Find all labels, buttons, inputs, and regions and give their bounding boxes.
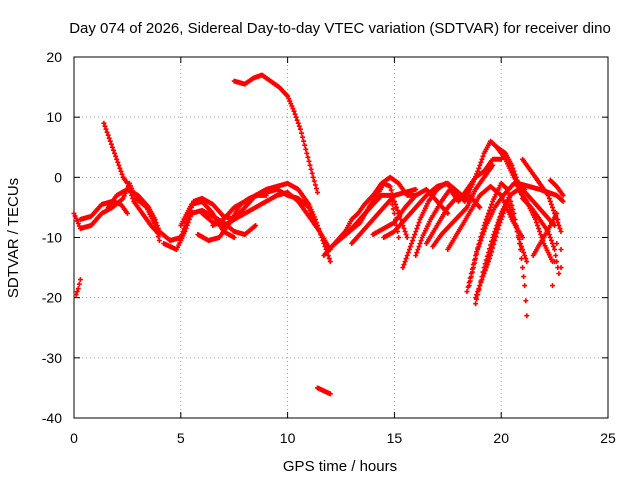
y-tick-label: -20 — [42, 290, 62, 306]
data-series — [547, 177, 566, 198]
data-point-markers — [473, 198, 511, 301]
data-point-markers — [430, 162, 496, 249]
data-point-markers — [338, 192, 402, 240]
data-point-markers — [73, 277, 83, 298]
x-tick-label: 10 — [280, 430, 296, 446]
y-tick-label: 10 — [46, 109, 62, 125]
data-point-markers — [315, 385, 333, 397]
data-series — [430, 162, 496, 249]
data-point-markers — [105, 186, 162, 234]
y-tick-label: -40 — [42, 410, 62, 426]
data-series — [71, 180, 162, 243]
data-series — [315, 385, 333, 397]
data-series — [231, 72, 320, 195]
axis-ticks: 0 5 10 15 20 25 -40 -30 -20 -10 0 10 20 — [42, 49, 616, 446]
x-tick-label: 20 — [493, 430, 509, 446]
data-series — [105, 186, 162, 234]
y-tick-label: -10 — [42, 230, 62, 246]
x-tick-label: 0 — [70, 430, 78, 446]
y-tick-label: 20 — [46, 49, 62, 65]
x-axis-label: GPS time / hours — [283, 458, 397, 475]
data-point-markers — [195, 192, 269, 243]
data-series — [349, 186, 419, 246]
data-point-markers — [515, 180, 566, 204]
data-series — [473, 198, 511, 301]
data-series — [195, 192, 269, 243]
data-series — [515, 180, 566, 204]
data-point-markers — [349, 186, 419, 246]
x-tick-label: 25 — [600, 430, 616, 446]
data-point-markers — [547, 177, 566, 198]
x-tick-label: 15 — [387, 430, 403, 446]
y-tick-label: -30 — [42, 350, 62, 366]
data-series — [338, 192, 402, 240]
y-tick-label: 0 — [54, 169, 62, 185]
x-tick-label: 5 — [177, 430, 185, 446]
data-points — [71, 72, 566, 397]
data-point-markers — [231, 72, 320, 195]
data-point-markers — [494, 144, 562, 277]
chart-title: Day 074 of 2026, Sidereal Day-to-day VTE… — [69, 20, 611, 37]
data-series — [73, 277, 83, 298]
data-point-markers — [101, 120, 162, 237]
data-series — [101, 120, 162, 237]
data-series — [494, 144, 562, 277]
data-series — [530, 210, 562, 289]
data-point-markers — [71, 180, 162, 243]
y-axis-label: SDTVAR / TECUs — [5, 178, 22, 298]
data-point-markers — [530, 210, 562, 289]
